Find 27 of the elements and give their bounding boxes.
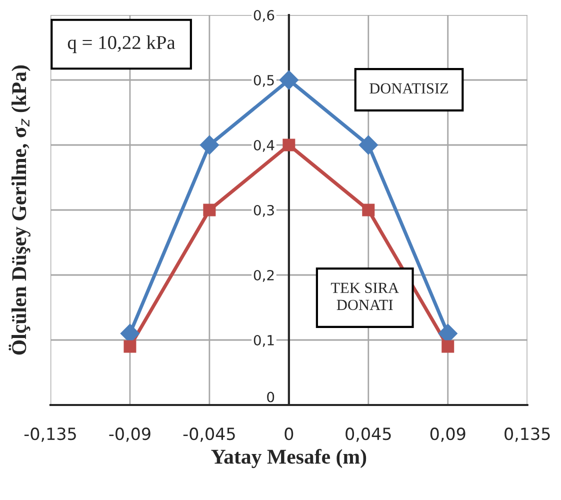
series-label: TEK SIRA DONATI bbox=[330, 282, 399, 310]
point bbox=[203, 204, 216, 216]
y-tick-label: 0,2 bbox=[254, 270, 274, 282]
x-tick-label: 0,09 bbox=[430, 428, 466, 442]
x-tick-label: -0,045 bbox=[183, 428, 235, 442]
point bbox=[200, 135, 219, 155]
point bbox=[362, 204, 375, 216]
y-tick-label: 0 bbox=[267, 392, 274, 402]
x-tick-label: 0 bbox=[284, 428, 294, 440]
y-axis-title: Ölçülen Düşey Gerilme, σ$_{z}$ (kPa) bbox=[8, 65, 30, 355]
y-tick-label: 0,5 bbox=[254, 74, 274, 87]
y-tick-label: 0,6 bbox=[254, 10, 274, 22]
x-tick-label: -0,135 bbox=[24, 428, 76, 442]
x-axis-title: Yatay Mesafe (m) bbox=[211, 448, 366, 468]
y-tick-label: 0,4 bbox=[254, 140, 274, 152]
point bbox=[358, 135, 378, 155]
point bbox=[279, 70, 298, 90]
y-tick-label: 0,1 bbox=[254, 334, 274, 347]
x-tick-label: -0,09 bbox=[109, 428, 150, 442]
x-tick-label: 0,045 bbox=[346, 428, 391, 442]
point bbox=[282, 138, 296, 152]
text: DONATISIZ bbox=[370, 83, 448, 94]
point bbox=[124, 340, 136, 353]
annotation: q = 10,22 kPa bbox=[68, 35, 176, 54]
point bbox=[442, 340, 454, 353]
y-tick-label: 0,3 bbox=[254, 204, 274, 217]
x-tick-label: 0,135 bbox=[504, 428, 550, 442]
